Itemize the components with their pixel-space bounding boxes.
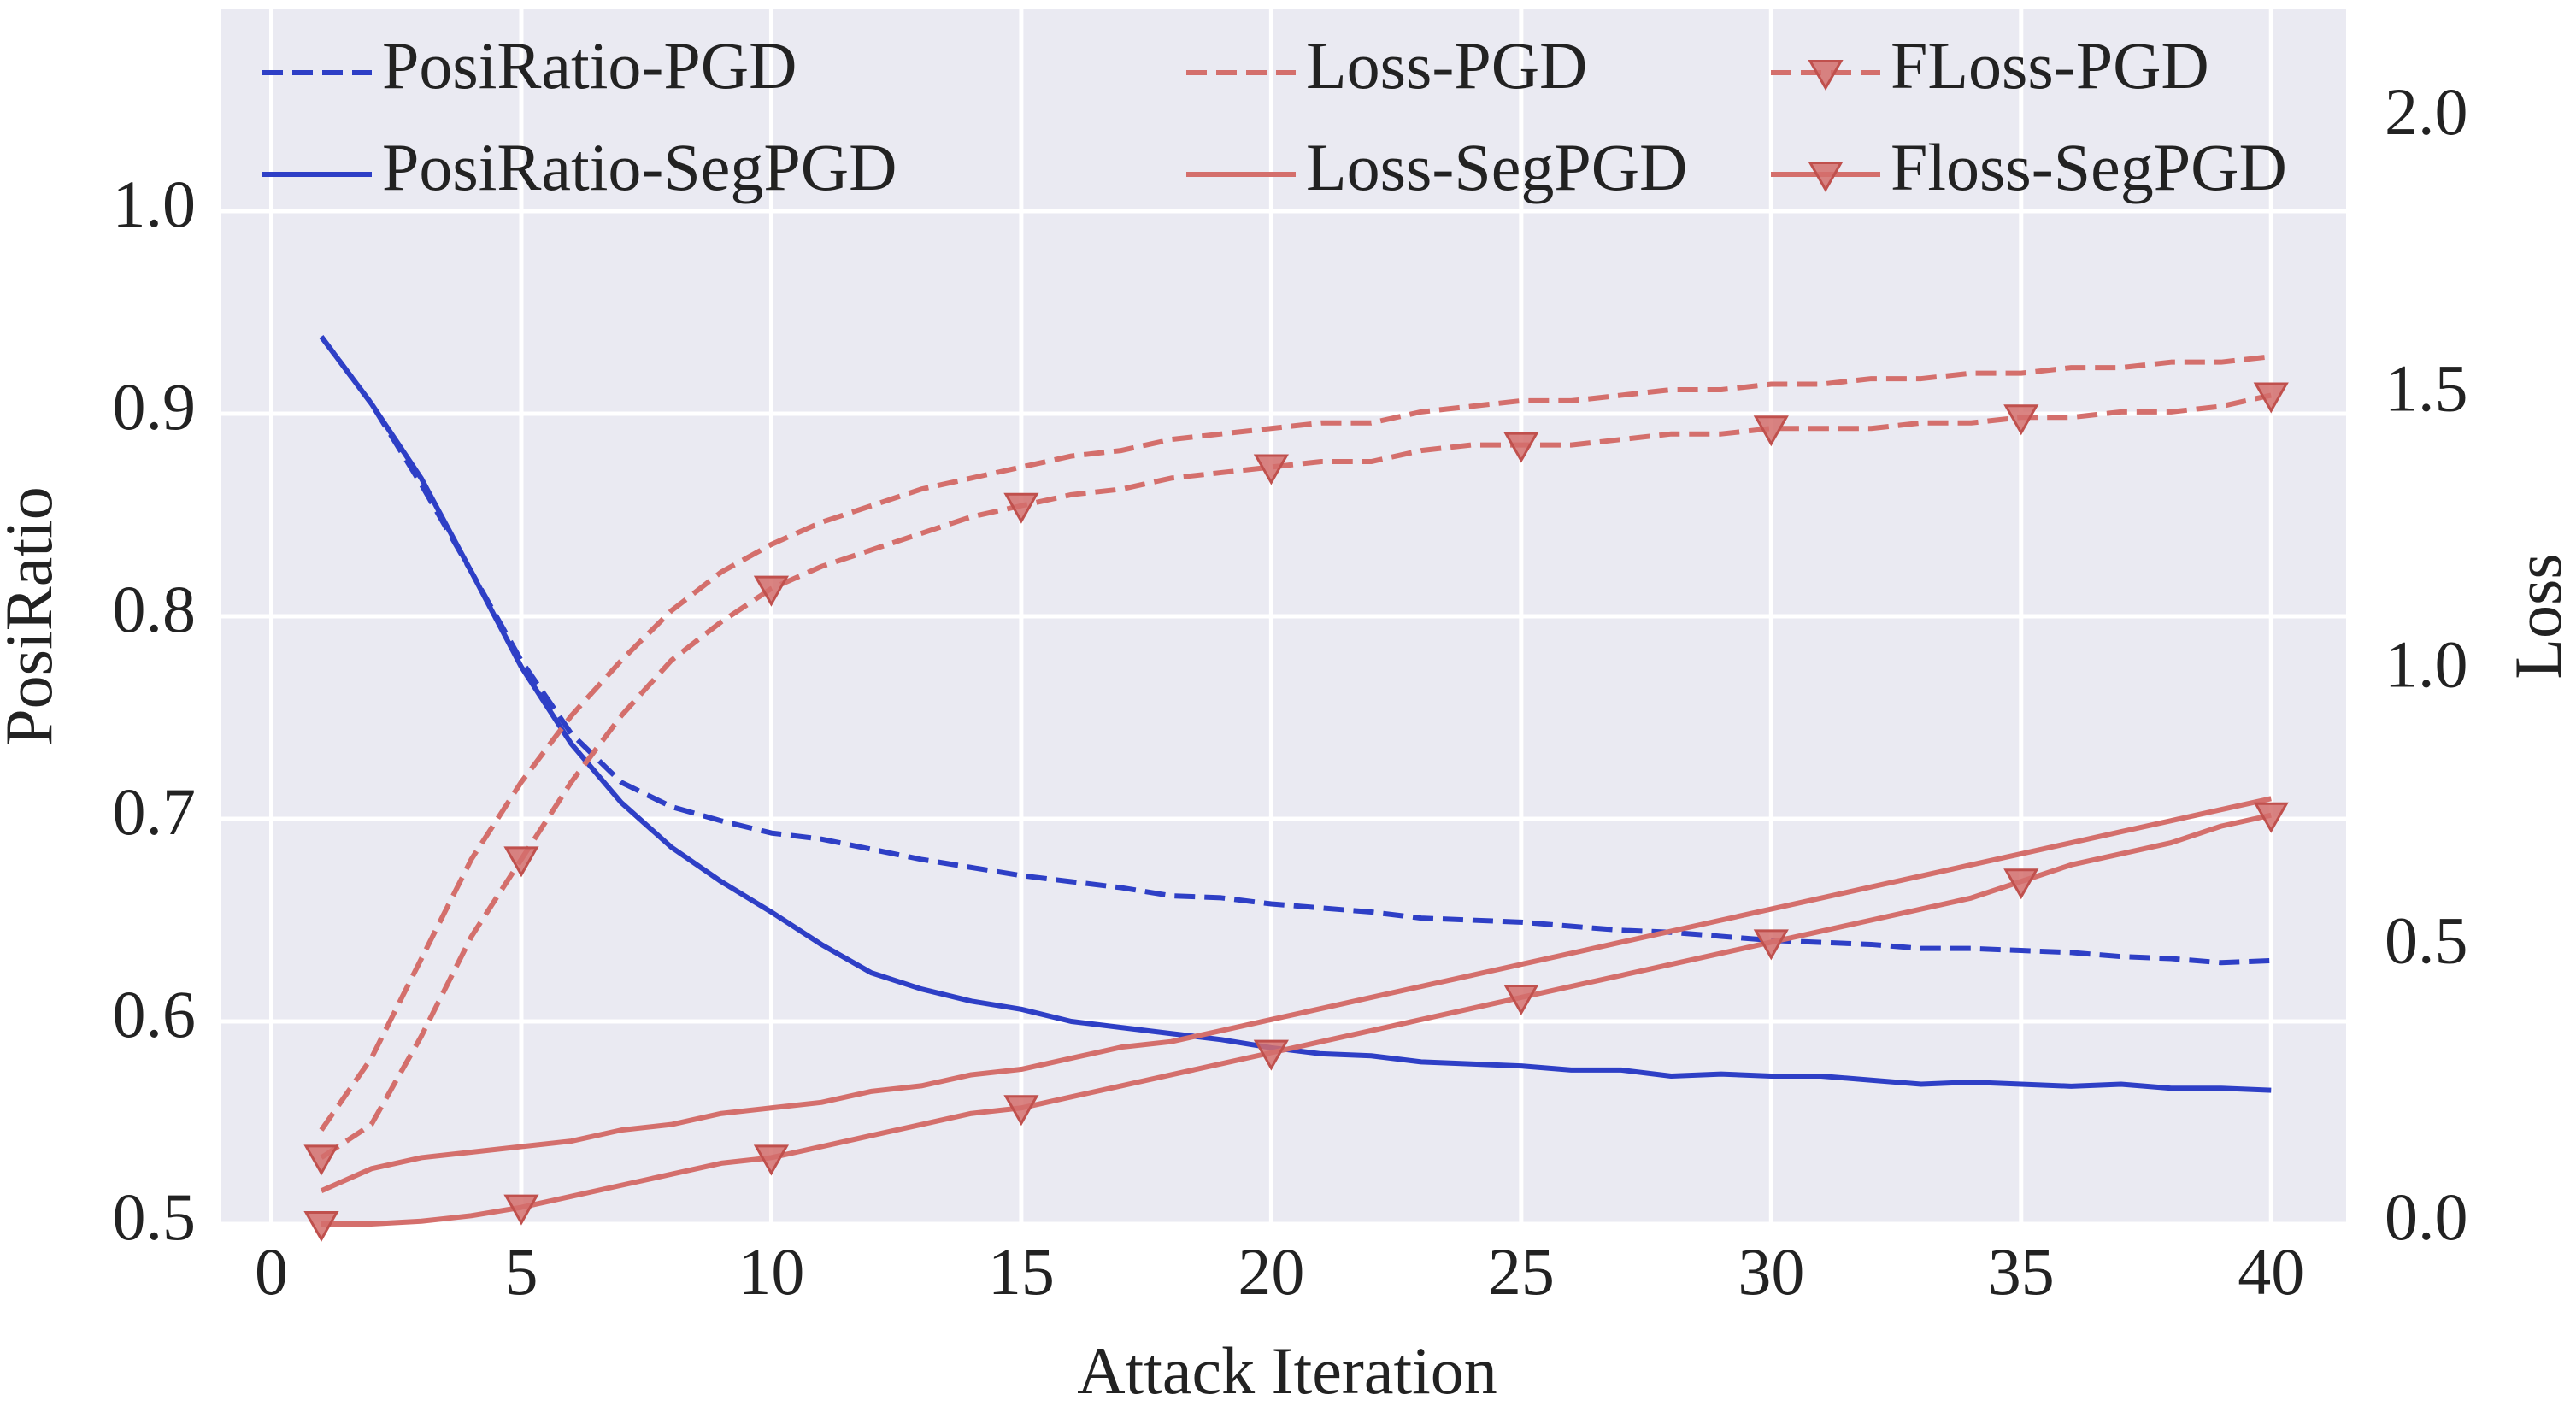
x-axis-label: Attack Iteration (1077, 1333, 1497, 1408)
marker (753, 1144, 790, 1176)
y2-tick-label: 1.5 (2385, 350, 2468, 425)
marker (1003, 1095, 1039, 1127)
marker (753, 575, 790, 607)
grid (221, 9, 2346, 1227)
series-line (319, 354, 2272, 1132)
y2-tick-label: 1.0 (2385, 627, 2468, 702)
marker (1253, 454, 1289, 485)
marker (503, 1194, 539, 1226)
marker (303, 1211, 339, 1243)
x-tick-label: 15 (988, 1234, 1055, 1309)
series-line (320, 796, 2272, 1193)
x-tick-label: 5 (504, 1234, 538, 1309)
marker (1753, 929, 1789, 961)
y2-tick-label: 0.0 (2385, 1180, 2468, 1254)
y2-tick-label: 2.0 (2385, 74, 2468, 149)
y-tick-label: 0.5 (113, 1180, 197, 1254)
y-tick-label: 0.9 (113, 369, 197, 444)
marker (2003, 868, 2039, 900)
x-tick-label: 35 (1988, 1234, 2055, 1309)
y2-axis-label: Loss (2501, 553, 2575, 679)
y-tick-label: 1.0 (113, 167, 197, 241)
marker (1253, 1039, 1289, 1071)
legend-marker (1808, 60, 1844, 91)
legend-label: PosiRatio-SegPGD (382, 130, 897, 204)
legend-label: PosiRatio-PGD (382, 28, 797, 103)
legend-label: Loss-PGD (1306, 28, 1587, 103)
series-line (321, 812, 2272, 1227)
series-line (319, 335, 2272, 966)
marker (1753, 415, 1789, 447)
marker (1503, 432, 1539, 463)
y-tick-label: 0.8 (113, 572, 197, 646)
x-tick-label: 30 (1738, 1234, 1804, 1309)
marker (1003, 492, 1039, 524)
marker (2003, 404, 2039, 436)
x-tick-label: 0 (255, 1234, 288, 1309)
x-tick-label: 40 (2238, 1234, 2304, 1309)
legend-marker (1808, 162, 1844, 193)
series-line (319, 335, 2272, 1093)
y2-tick-label: 0.5 (2385, 903, 2468, 978)
marker (1503, 984, 1539, 1016)
legend-label: Floss-SegPGD (1891, 130, 2287, 204)
legend-label: Loss-SegPGD (1306, 130, 1687, 204)
y-tick-label: 0.6 (113, 977, 197, 1051)
y-axis-label: PosiRatio (0, 486, 66, 745)
x-tick-label: 25 (1488, 1234, 1555, 1309)
x-tick-label: 20 (1238, 1234, 1304, 1309)
y-tick-label: 0.7 (113, 774, 197, 849)
legend-label: FLoss-PGD (1891, 28, 2209, 103)
marker (2253, 802, 2289, 833)
x-tick-label: 10 (738, 1234, 804, 1309)
marker (503, 846, 539, 878)
marker (303, 1144, 339, 1176)
series-line (320, 392, 2272, 1160)
marker (2253, 382, 2289, 414)
